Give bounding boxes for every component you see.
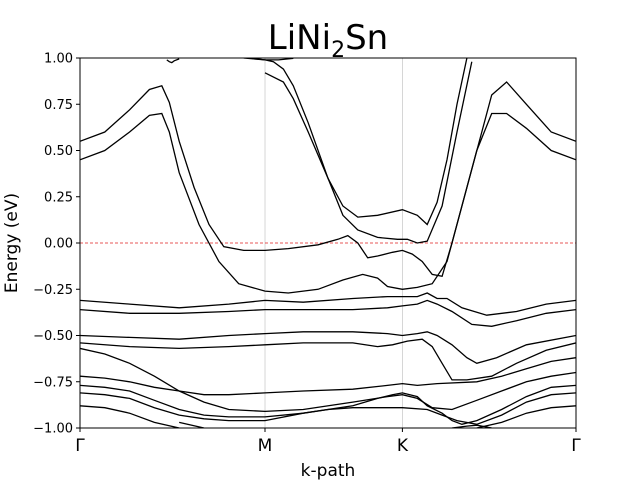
y-tick-label-7: 0.75 <box>44 98 73 113</box>
band-line-6 <box>248 58 294 61</box>
band-line-8 <box>80 299 576 327</box>
band-line-7 <box>80 292 576 316</box>
band-line-18 <box>476 405 576 428</box>
band-line-4 <box>243 58 473 244</box>
y-tick-label-4: 0.00 <box>44 237 73 252</box>
band-line-14 <box>80 392 576 425</box>
band-line-9 <box>80 331 576 364</box>
chart-title-main: LiNi <box>268 18 331 58</box>
x-tick-label-2: K <box>397 436 409 456</box>
energy-bands <box>80 58 576 428</box>
y-tick-label-6: 0.50 <box>44 144 73 159</box>
band-line-15 <box>80 405 180 428</box>
y-axis-ticks: −1.00 −0.75 −0.50 −0.25 0.00 0.25 0.50 0.75 1.00 <box>33 52 80 437</box>
x-axis-title: k-path <box>301 461 356 480</box>
y-tick-label-0: −1.00 <box>33 422 73 437</box>
y-tick-label-3: −0.25 <box>33 283 73 298</box>
band-line-2 <box>80 81 576 278</box>
band-line-11 <box>80 357 576 396</box>
y-tick-label-1: −0.75 <box>33 375 73 390</box>
band-line-16 <box>179 421 205 428</box>
x-tick-label-0: Γ <box>75 436 85 456</box>
band-line-10 <box>80 338 576 381</box>
band-line-12 <box>80 347 576 413</box>
chart-title-tail: Sn <box>345 18 388 58</box>
y-tick-label-5: 0.25 <box>44 190 73 205</box>
y-tick-label-8: 1.00 <box>44 52 73 67</box>
chart-title-subscript: 2 <box>331 38 345 63</box>
y-axis-title: Energy (eV) <box>2 193 22 293</box>
band-line-5 <box>166 58 180 64</box>
x-tick-label-3: Γ <box>571 436 581 456</box>
band-line-1 <box>80 112 576 294</box>
x-tick-label-1: M <box>258 436 273 456</box>
band-line-13 <box>80 384 576 425</box>
band-line-3 <box>264 58 468 226</box>
chart-title: LiNi2Sn <box>268 18 388 63</box>
y-tick-label-2: −0.50 <box>33 329 73 344</box>
